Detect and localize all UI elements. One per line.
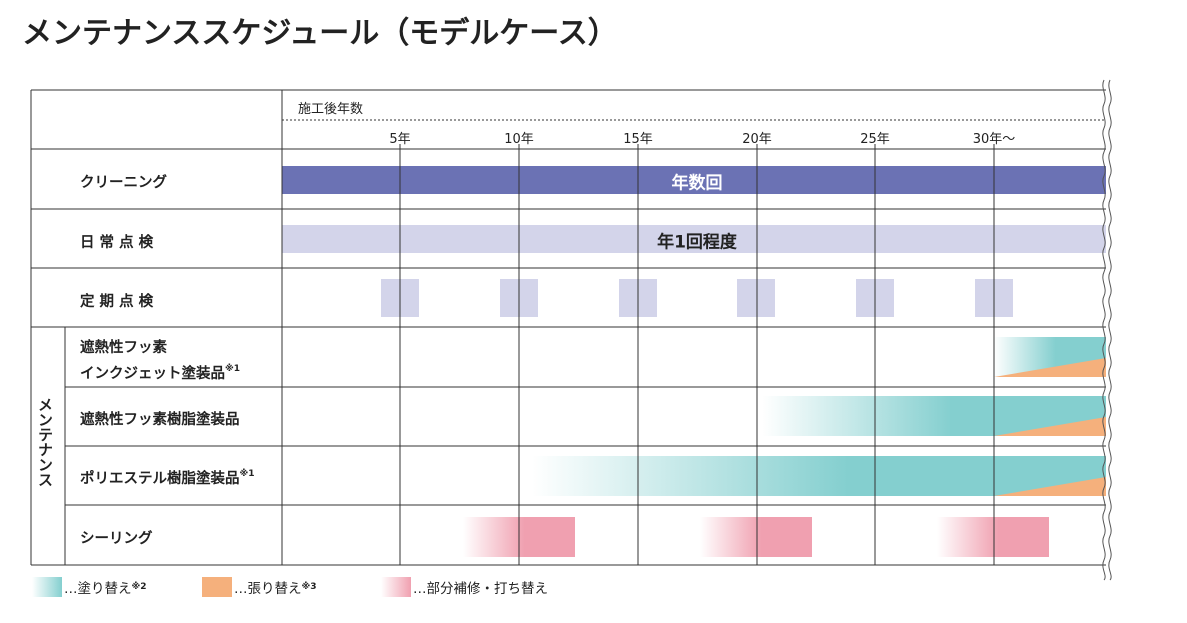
legend-text: …塗り替え bbox=[64, 581, 132, 597]
legend-text: …部分補修・打ち替え bbox=[413, 581, 548, 597]
legend-swatch-orange bbox=[202, 577, 232, 597]
cleaning-bar bbox=[282, 166, 1106, 194]
recover-bar-fluoro bbox=[994, 417, 1106, 436]
page-title: メンテナンススケジュール（モデルケース） bbox=[22, 16, 618, 51]
note-mark: ※2 bbox=[131, 582, 147, 592]
legend-item-recover: …張り替え ※3 bbox=[202, 577, 317, 597]
recover-bar-polyester bbox=[994, 477, 1106, 496]
row-label-inkjet: 遮熱性フッ素 インクジェット塗装品※1 bbox=[80, 338, 240, 385]
row-label-polyester-text: ポリエステル樹脂塗装品 bbox=[80, 471, 240, 487]
legend-item-repaint: …塗り替え ※2 bbox=[32, 577, 147, 597]
maintenance-group-label: メンテナンス bbox=[36, 397, 54, 487]
row-label-polyester: ポリエステル樹脂塗装品※1 bbox=[80, 467, 255, 488]
row-label-inkjet-line1: 遮熱性フッ素 bbox=[80, 340, 167, 356]
tick-label: 30年〜 bbox=[972, 132, 1016, 147]
tick-label: 15年 bbox=[623, 132, 653, 147]
sealing-repair-bar bbox=[700, 517, 812, 557]
tick-label: 25年 bbox=[860, 132, 890, 147]
legend-swatch-pink bbox=[381, 577, 411, 597]
repaint-bar-polyester bbox=[532, 456, 1106, 496]
tick-label: 5年 bbox=[389, 132, 411, 147]
grid bbox=[30, 89, 1106, 566]
row-label-periodic: 定 期 点 検 bbox=[80, 294, 154, 310]
row-label-fluoro: 遮熱性フッ素樹脂塗装品 bbox=[80, 412, 240, 428]
note-mark: ※3 bbox=[301, 582, 317, 592]
note-mark: ※1 bbox=[225, 364, 241, 374]
cleaning-bar-label: 年数回 bbox=[671, 173, 723, 194]
sealing-repair-bar bbox=[937, 517, 1049, 557]
row-label-daily: 日 常 点 検 bbox=[80, 235, 154, 251]
legend-text: …張り替え bbox=[234, 581, 302, 597]
legend-swatch-teal bbox=[32, 577, 62, 597]
daily-inspection-bar bbox=[282, 225, 1106, 253]
row-label-cleaning: クリーニング bbox=[80, 175, 167, 191]
legend-item-partial-repair: …部分補修・打ち替え bbox=[381, 577, 548, 597]
row-label-sealing: シーリング bbox=[80, 531, 153, 547]
axis-label: 施工後年数 bbox=[298, 102, 364, 117]
note-mark: ※1 bbox=[239, 469, 255, 479]
recover-bar-inkjet bbox=[994, 358, 1106, 377]
tick-label: 10年 bbox=[504, 132, 534, 147]
periodic-inspection-mark bbox=[737, 279, 775, 317]
tick-label: 20年 bbox=[742, 132, 772, 147]
row-label-inkjet-line2: インクジェット塗装品 bbox=[80, 366, 225, 382]
break-line bbox=[1102, 79, 1106, 581]
break-line bbox=[1108, 79, 1112, 581]
daily-bar-label: 年1回程度 bbox=[657, 232, 737, 253]
